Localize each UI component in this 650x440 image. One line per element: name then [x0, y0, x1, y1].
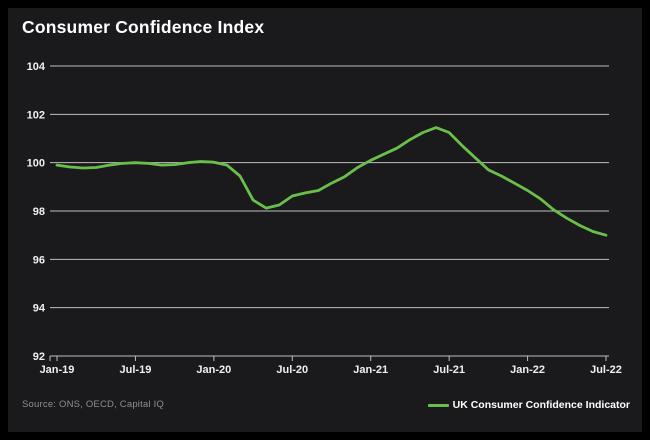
legend-label: UK Consumer Confidence Indicator — [452, 399, 630, 411]
chart-panel — [8, 8, 642, 432]
y-axis-label-104: 104 — [27, 61, 46, 73]
legend: UK Consumer Confidence Indicator — [427, 398, 630, 412]
x-axis-label-Jul-20: Jul-20 — [276, 364, 308, 376]
x-axis-label-Jan-20: Jan-20 — [196, 364, 231, 376]
chart-title: Consumer Confidence Index — [22, 17, 265, 37]
y-axis-label-92: 92 — [33, 351, 45, 363]
x-axis-label-Jan-19: Jan-19 — [40, 364, 75, 376]
source-caption: Source: ONS, OECD, Capital IQ — [22, 399, 165, 410]
x-axis-label-Jul-22: Jul-22 — [590, 364, 622, 376]
y-axis-label-96: 96 — [33, 254, 45, 266]
x-axis-label-Jul-19: Jul-19 — [120, 364, 152, 376]
y-axis-label-94: 94 — [33, 303, 46, 315]
x-axis-label-Jul-21: Jul-21 — [433, 364, 465, 376]
confidence-line — [55, 126, 608, 237]
legend-line-swatch — [427, 403, 449, 407]
x-axis-label-Jan-22: Jan-22 — [510, 364, 545, 376]
y-axis-label-102: 102 — [27, 109, 45, 121]
y-axis-label-100: 100 — [27, 158, 45, 170]
y-axis-label-98: 98 — [33, 206, 45, 218]
x-axis-label-Jan-21: Jan-21 — [353, 364, 388, 376]
